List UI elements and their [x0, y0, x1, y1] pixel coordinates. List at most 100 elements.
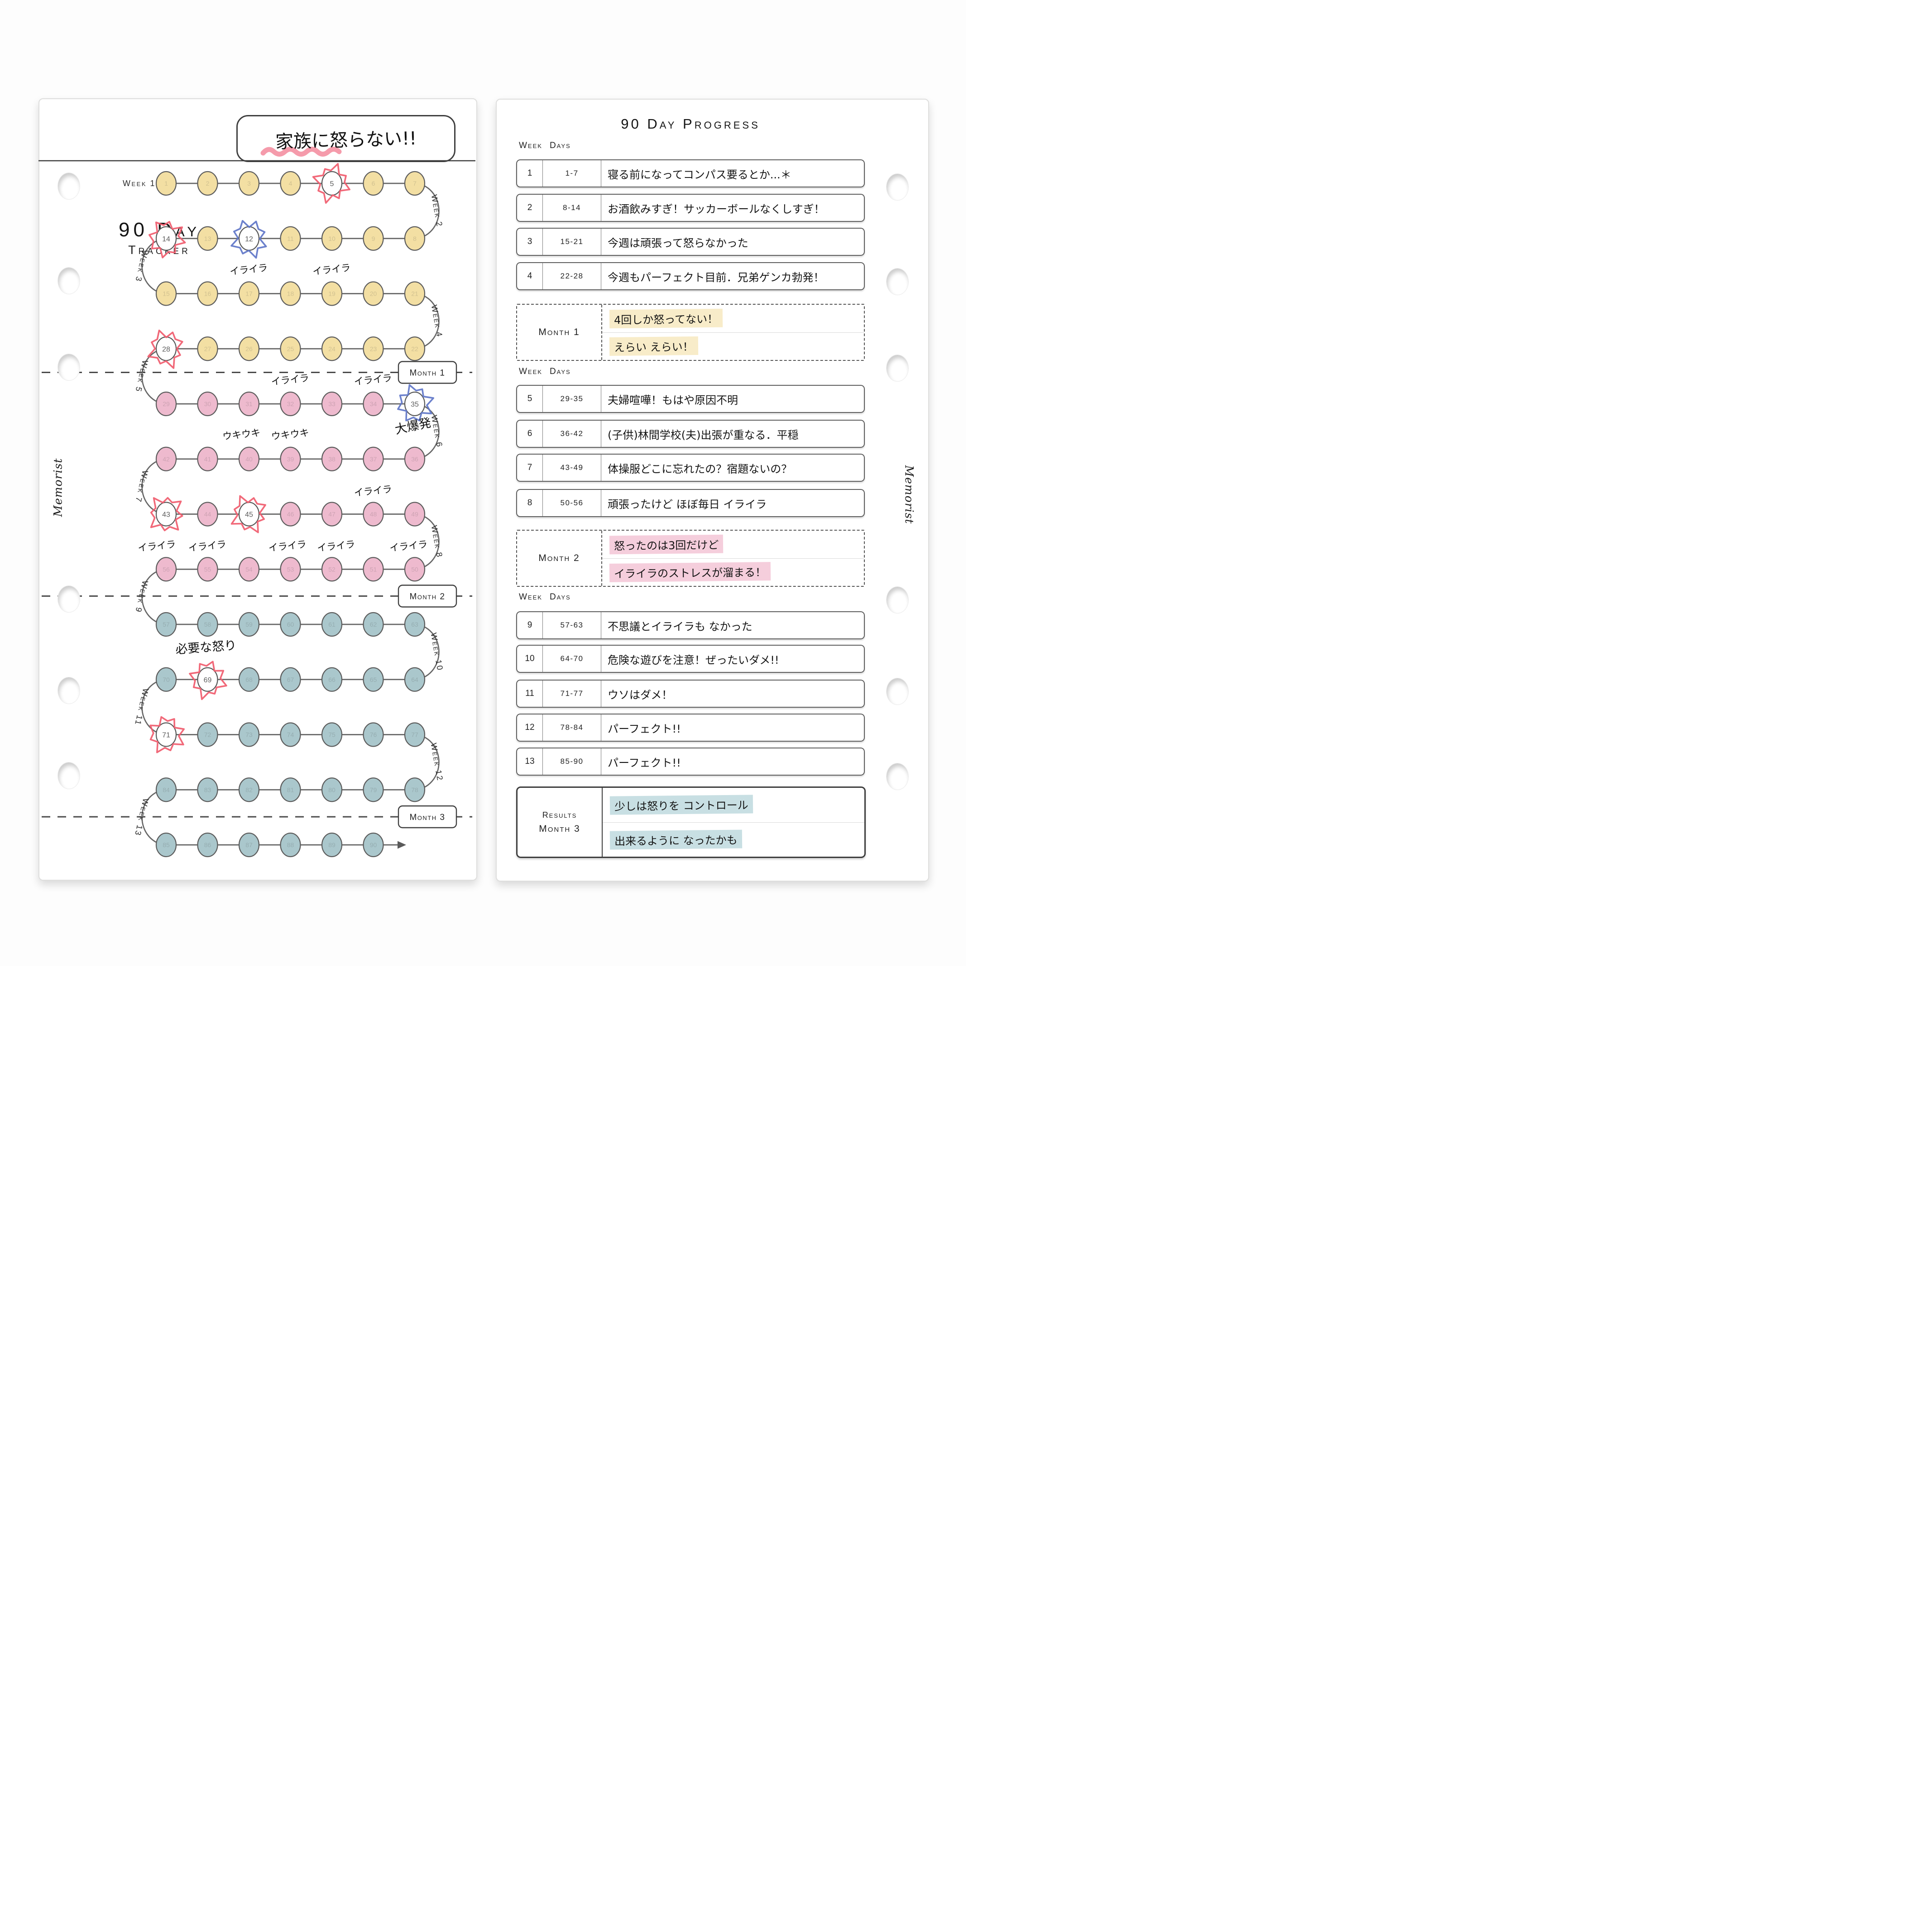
summary-label-text: Month 1 — [538, 327, 580, 337]
week-cell: 11 — [517, 681, 543, 707]
highlighted-note: イライラのストレスが溜まる！ — [609, 562, 771, 583]
progress-row: 1 1-7 寝る前になってコンパス要るとか...＊ — [516, 159, 865, 187]
summary-line: 怒ったのは3回だけど — [602, 531, 864, 559]
week-cell: 8 — [517, 490, 543, 516]
page-title: 90 Day — [119, 219, 200, 241]
note-cell: 今週は頑張って怒らなかった — [608, 236, 748, 249]
month-summary-box: Month 2 怒ったのは3回だけどイライラのストレスが溜まる！ — [516, 530, 865, 587]
note-cell: 頑張ったけど ほぼ毎日 イライラ — [608, 498, 767, 511]
days-cell: 15-21 — [543, 229, 601, 255]
summary-label-text: Results — [542, 810, 577, 820]
week-cell: 6 — [517, 421, 543, 447]
summary-line: イライラのストレスが溜まる！ — [602, 559, 864, 586]
summary-line: 少しは怒りを コントロール — [603, 788, 864, 823]
summary-lines: 怒ったのは3回だけどイライラのストレスが溜まる！ — [602, 531, 864, 586]
progress-row: 7 43-49 体操服どこに忘れたの？宿題ないの？ — [516, 454, 865, 482]
summary-label-text: Month 2 — [538, 553, 580, 563]
days-cell: 57-63 — [543, 612, 601, 638]
note-cell: パーフェクト!! — [608, 756, 681, 769]
week-cell: 4 — [517, 263, 543, 289]
month-summary-label: Month 1 — [517, 305, 602, 360]
note-cell: 寝る前になってコンパス要るとか...＊ — [608, 168, 791, 181]
planner-spread: 90 Day Tracker 家族に怒らない!! Memorist 90 Day… — [0, 0, 966, 966]
note-cell: 体操服どこに忘れたの？宿題ないの？ — [608, 462, 792, 475]
highlighted-note: 4回しか怒ってない！ — [609, 308, 723, 329]
days-cell: 50-56 — [543, 490, 601, 516]
summary-lines: 少しは怒りを コントロール出来るように なったかも — [603, 788, 864, 857]
progress-row: 11 71-77 ウソはダメ！ — [516, 680, 865, 708]
page-subtitle: Tracker — [128, 243, 191, 257]
days-cell: 29-35 — [543, 386, 601, 412]
summary-line: えらい えらい！ — [602, 333, 864, 360]
days-cell: 36-42 — [543, 421, 601, 447]
highlighted-note: 少しは怒りを コントロール — [609, 795, 753, 815]
column-header-week: Week — [519, 592, 542, 602]
month-summary-box: Month 1 4回しか怒ってない！ えらい えらい！ — [516, 304, 865, 361]
progress-row: 3 15-21 今週は頑張って怒らなかった — [516, 228, 865, 256]
month-summary-box: Results Month 3 少しは怒りを コントロール出来るように なったかも — [516, 786, 866, 858]
progress-row: 10 64-70 危険な遊びを注意！ぜったいダメ!! — [516, 645, 865, 673]
week-cell: 1 — [517, 160, 543, 187]
binder-hole — [58, 762, 80, 789]
days-cell: 64-70 — [543, 646, 601, 672]
month-summary-label: Month 2 — [517, 531, 602, 586]
days-cell: 1-7 — [543, 160, 601, 187]
binder-hole — [58, 354, 80, 381]
note-cell: (子供)林間学校(夫)出張が重なる．平穏 — [608, 428, 799, 441]
note-cell: 不思議とイライラも なかった — [608, 620, 753, 633]
binder-hole — [886, 268, 909, 295]
note-cell: パーフェクト!! — [608, 722, 681, 735]
days-cell: 22-28 — [543, 263, 601, 289]
binder-hole — [58, 267, 80, 294]
progress-row: 6 36-42 (子供)林間学校(夫)出張が重なる．平穏 — [516, 420, 865, 448]
days-cell: 8-14 — [543, 195, 601, 221]
week-cell: 3 — [517, 229, 543, 255]
days-cell: 85-90 — [543, 748, 601, 775]
summary-lines: 4回しか怒ってない！ えらい えらい！ — [602, 305, 864, 360]
binder-hole — [886, 173, 909, 201]
table-header: Week Days — [519, 141, 571, 153]
table-header: Week Days — [519, 592, 571, 604]
progress-row: 9 57-63 不思議とイライラも なかった — [516, 611, 865, 639]
progress-row: 8 50-56 頑張ったけど ほぼ毎日 イライラ — [516, 489, 865, 517]
days-cell: 71-77 — [543, 681, 601, 707]
binder-hole — [58, 585, 80, 613]
binder-hole — [58, 173, 80, 200]
month-summary-label: Results Month 3 — [518, 788, 603, 857]
highlighted-note: 怒ったのは3回だけど — [609, 534, 724, 555]
note-cell: ウソはダメ！ — [608, 688, 673, 701]
summary-line: 出来るように なったかも — [603, 823, 864, 857]
progress-row: 2 8-14 お酒飲みすぎ！サッカーボールなくしすぎ！ — [516, 194, 865, 222]
note-cell: 今週もパーフェクト目前．兄弟ゲンカ勃発！ — [608, 271, 825, 284]
binder-hole — [886, 763, 909, 790]
binder-hole — [886, 678, 909, 705]
week-cell: 5 — [517, 386, 543, 412]
goal-box: 家族に怒らない!! — [236, 115, 455, 162]
binder-hole — [886, 355, 909, 382]
brand-logo: Memorist — [51, 458, 65, 517]
binder-hole — [58, 677, 80, 704]
week-cell: 10 — [517, 646, 543, 672]
binder-hole — [886, 586, 909, 614]
week-cell: 13 — [517, 748, 543, 775]
week-cell: 12 — [517, 714, 543, 741]
progress-title: 90 Day Progress — [621, 116, 760, 132]
summary-label-text: Month 3 — [539, 823, 580, 834]
summary-line: 4回しか怒ってない！ — [602, 305, 864, 333]
column-header-days: Days — [549, 592, 571, 602]
brand-logo: Memorist — [902, 465, 916, 524]
note-cell: 夫婦喧嘩！もはや原因不明 — [608, 393, 738, 407]
progress-row: 12 78-84 パーフェクト!! — [516, 714, 865, 742]
highlighted-note: えらい えらい！ — [609, 336, 698, 356]
days-cell: 43-49 — [543, 455, 601, 481]
column-header-week: Week — [519, 367, 542, 376]
week-cell: 2 — [517, 195, 543, 221]
week-cell: 7 — [517, 455, 543, 481]
table-header: Week Days — [519, 367, 571, 379]
column-header-week: Week — [519, 141, 542, 150]
week-cell: 9 — [517, 612, 543, 638]
goal-underline-wave — [260, 147, 342, 157]
progress-row: 5 29-35 夫婦喧嘩！もはや原因不明 — [516, 385, 865, 413]
note-cell: お酒飲みすぎ！サッカーボールなくしすぎ！ — [608, 202, 825, 216]
tracker-page: 90 Day Tracker 家族に怒らない!! — [38, 98, 477, 881]
